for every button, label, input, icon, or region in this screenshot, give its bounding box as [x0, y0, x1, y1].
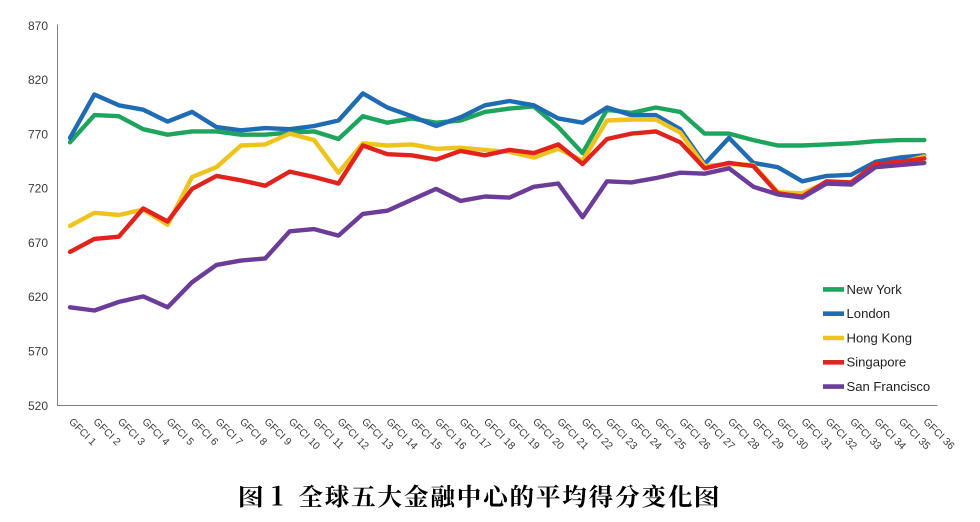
svg-text:820: 820: [28, 73, 48, 87]
svg-text:San Francisco: San Francisco: [847, 379, 931, 394]
svg-text:570: 570: [28, 345, 48, 359]
svg-text:620: 620: [28, 290, 48, 304]
svg-text:London: London: [847, 306, 891, 321]
svg-text:670: 670: [28, 236, 48, 250]
svg-text:Hong Kong: Hong Kong: [847, 330, 913, 345]
svg-text:870: 870: [28, 19, 48, 33]
svg-text:720: 720: [28, 182, 48, 196]
svg-text:Singapore: Singapore: [847, 355, 907, 370]
svg-text:770: 770: [28, 127, 48, 141]
svg-text:520: 520: [28, 399, 48, 413]
svg-text:New York: New York: [847, 282, 903, 297]
